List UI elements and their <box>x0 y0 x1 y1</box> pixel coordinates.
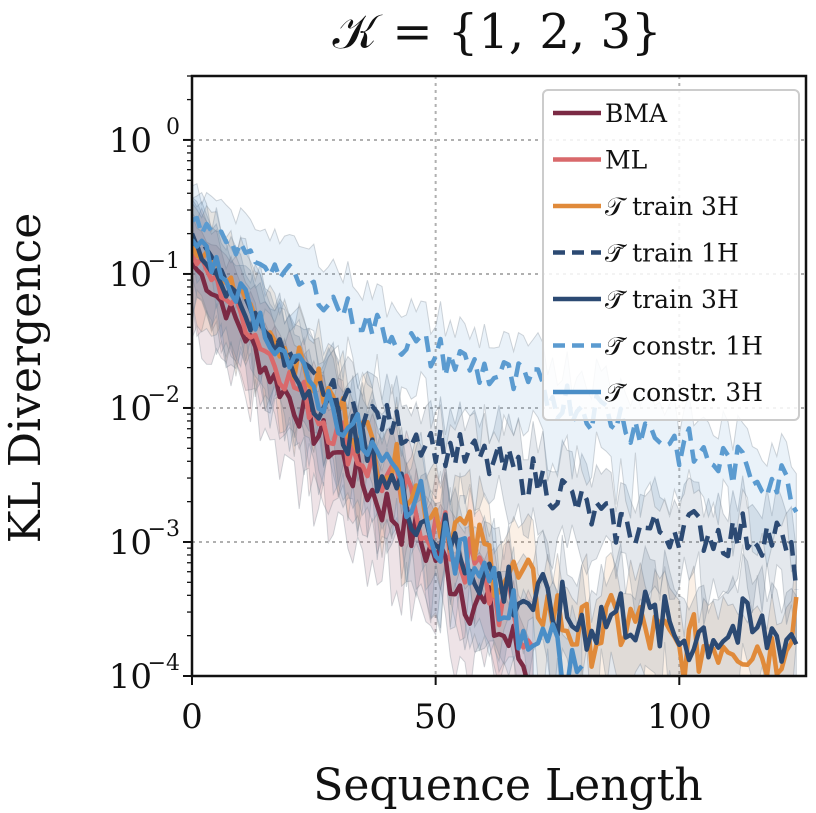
plot-frame <box>190 74 808 678</box>
x-axis-label: Sequence Length <box>313 760 703 811</box>
band-4 <box>192 196 797 676</box>
series-lines <box>192 215 799 676</box>
legend-label: 𝒯̃ constr. 1H <box>605 332 763 361</box>
y-tick-label: 10 <box>109 523 152 563</box>
legend: BMA ML 𝒯 train 3H 𝒯̃ train 1H 𝒯̃ train 3H 𝒯̃ … <box>542 89 800 421</box>
y-tick-exponent: 0 <box>166 115 180 140</box>
y-tick-label: 10 <box>109 121 152 161</box>
y-tick-label: 10 <box>109 389 152 429</box>
legend-label: BMA <box>605 99 668 128</box>
legend-label: 𝒯̃ train 3H <box>605 285 739 314</box>
x-tick-label: 0 <box>181 697 203 737</box>
series-line-5 <box>192 215 799 514</box>
x-tick-label: 50 <box>414 697 457 737</box>
legend-label: 𝒯 train 3H <box>605 192 739 221</box>
series-line-6 <box>192 238 584 676</box>
legend-box <box>542 89 800 421</box>
series-line-1 <box>192 253 535 650</box>
legend-label: 𝒯̃ constr. 3H <box>605 378 763 407</box>
chart-title: 𝒦 = {1, 2, 3} <box>332 4 661 60</box>
y-tick-exponent: −3 <box>148 517 180 542</box>
band-6 <box>192 191 583 676</box>
y-tick-label: 10 <box>109 657 152 697</box>
legend-label: ML <box>605 146 647 175</box>
y-tick-exponent: −1 <box>148 249 180 274</box>
legend-label: 𝒯̃ train 1H <box>605 239 739 268</box>
y-axis-label: KL Divergence <box>0 213 51 544</box>
y-tick-exponent: −2 <box>148 383 180 408</box>
y-tick-label: 10 <box>109 255 152 295</box>
y-tick-exponent: −4 <box>148 651 180 676</box>
x-tick-label: 100 <box>647 697 712 737</box>
